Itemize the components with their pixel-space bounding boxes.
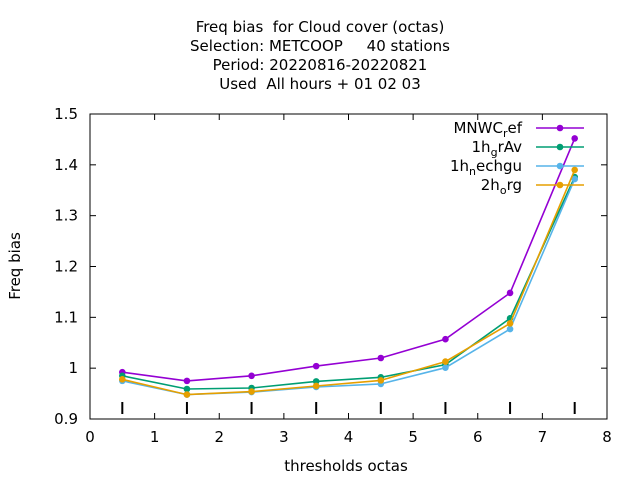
legend-marker-3 (556, 181, 564, 189)
y-tick-label: 1.3 (54, 207, 78, 225)
data-point (571, 135, 578, 142)
x-tick-label: 0 (85, 428, 95, 446)
data-point (183, 377, 191, 385)
marks-layer (119, 135, 578, 414)
chart-title-line-2: Selection: METCOOP 40 stations (190, 37, 450, 55)
x-tick-label: 8 (602, 428, 612, 446)
legend-label-0: MNWCref (453, 119, 522, 140)
data-point (248, 388, 255, 395)
legend-label-3: 2horg (481, 176, 522, 197)
y-axis-label: Freq bias (6, 232, 24, 300)
data-point (442, 358, 449, 365)
x-tick-label: 1 (150, 428, 160, 446)
data-point (183, 391, 191, 398)
data-point (183, 385, 191, 393)
y-tick-label: 1.2 (54, 258, 78, 276)
series-line-0 (122, 138, 576, 382)
data-point (442, 335, 449, 343)
x-tick-label: 4 (344, 428, 354, 446)
series-line-1 (122, 176, 576, 390)
data-point (248, 372, 255, 380)
data-point (571, 175, 578, 183)
y-tick-label: 1.5 (54, 105, 78, 123)
data-point (119, 376, 126, 383)
x-tick-label: 7 (538, 428, 548, 446)
legend-marker-2 (556, 162, 564, 170)
y-tick-label: 1.1 (54, 308, 78, 326)
axes-layer: 0.9 1 1.1 1.2 1.3 1.4 1.5 0 1 2 3 4 5 6 7 8 (54, 105, 612, 446)
x-tick-label: 3 (279, 428, 289, 446)
chart-title-line-4: Used All hours + 01 02 03 (219, 75, 421, 93)
x-tick-label: 5 (408, 428, 418, 446)
data-point (312, 362, 320, 370)
legend-marker-0 (556, 124, 564, 132)
x-tick-label: 2 (214, 428, 224, 446)
chart-title-line-3: Period: 20220816-20220821 (212, 56, 428, 74)
data-point (312, 378, 320, 385)
series-line-3 (122, 169, 576, 396)
legend-label-2: 1hnechgu (450, 157, 522, 178)
y-tick-label: 0.9 (54, 410, 78, 428)
data-point (506, 325, 514, 333)
plot-frame (89, 113, 608, 420)
chart-title-line-1: Freq bias for Cloud cover (octas) (195, 18, 445, 36)
data-point (442, 364, 449, 371)
x-axis-label: thresholds octas (284, 457, 408, 475)
legend-marker-1 (556, 143, 564, 151)
data-point (571, 166, 578, 174)
data-point (312, 382, 320, 390)
data-point (377, 354, 385, 362)
x-tick-label: 6 (473, 428, 483, 446)
y-tick-label: 1 (68, 359, 78, 377)
data-point (377, 377, 385, 384)
data-point (506, 289, 514, 297)
legend-label-1: 1hgrAv (472, 138, 523, 159)
y-tick-label: 1.4 (54, 156, 78, 174)
data-point (506, 320, 514, 327)
